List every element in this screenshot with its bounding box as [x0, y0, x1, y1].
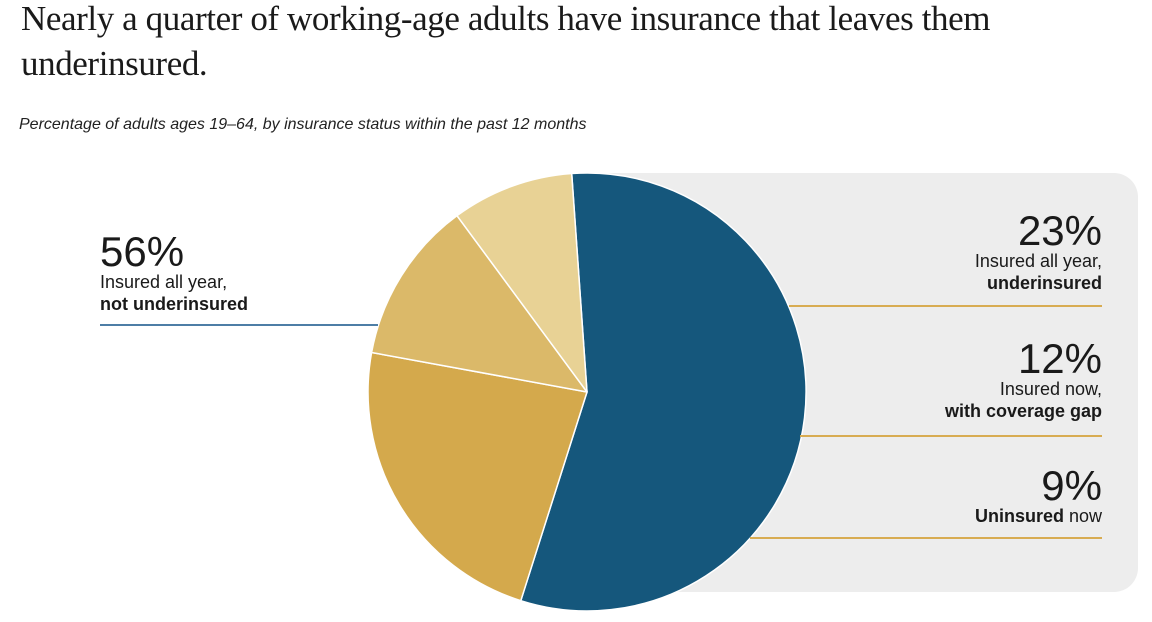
- slice-value-label: 56%: [100, 228, 185, 275]
- leader-line-insured-now-coverage-gap: [800, 435, 1102, 437]
- pie-slice-insured-all-year-underinsured: [367, 351, 588, 602]
- slice-description-bold-text: with coverage gap: [944, 401, 1102, 421]
- callout-insured-now-coverage-gap: 12% Insured now, with coverage gap: [782, 338, 1102, 422]
- slice-description: Insured all year, underinsured: [782, 250, 1102, 294]
- slice-value-label: 9%: [1041, 462, 1102, 509]
- slice-description-line: not underinsured: [100, 293, 380, 315]
- slice-description-line: Uninsured now: [782, 505, 1102, 527]
- pie-slice-insured-all-year-not-underinsured: [520, 172, 807, 612]
- chart-title-line-2: underinsured.: [21, 44, 208, 83]
- callout-insured-all-year-not-underinsured: 56% Insured all year, not underinsured: [100, 231, 380, 315]
- slice-description-line: underinsured: [782, 272, 1102, 294]
- leader-line-insured-all-year-underinsured: [789, 305, 1102, 307]
- slice-description-text: Insured all year,: [100, 272, 228, 292]
- slice-description-text: Insured all year,: [974, 251, 1102, 271]
- leader-line-insured-all-year-not-underinsured: [100, 324, 378, 326]
- slice-description-line: Insured all year,: [782, 250, 1102, 272]
- slice-value-label: 12%: [1017, 335, 1102, 382]
- chart-title: Nearly a quarter of working-age adults h…: [21, 0, 1131, 86]
- leader-line-uninsured-now: [750, 537, 1102, 539]
- slice-description-line: with coverage gap: [782, 400, 1102, 422]
- pie-slice-insured-now-coverage-gap: [370, 214, 588, 393]
- slice-description: Insured all year, not underinsured: [100, 271, 380, 315]
- slice-description-line: Insured now,: [782, 378, 1102, 400]
- callout-insured-all-year-underinsured: 23% Insured all year, underinsured: [782, 210, 1102, 294]
- slice-value-label: 23%: [1017, 207, 1102, 254]
- slice-description-bold-text: Uninsured: [974, 506, 1064, 526]
- slice-description-line: Insured all year,: [100, 271, 380, 293]
- slice-description-text: now: [1063, 506, 1102, 526]
- chart-title-line-1: Nearly a quarter of working-age adults h…: [21, 0, 991, 38]
- chart-subtitle: Percentage of adults ages 19–64, by insu…: [19, 116, 587, 133]
- pie-slice-uninsured-now: [456, 172, 588, 393]
- slice-description-bold-text: not underinsured: [100, 294, 248, 314]
- callout-uninsured-now: 9% Uninsured now: [782, 465, 1102, 527]
- slice-description-bold-text: underinsured: [986, 273, 1102, 293]
- slice-description: Uninsured now: [782, 505, 1102, 527]
- slice-description: Insured now, with coverage gap: [782, 378, 1102, 422]
- slice-description-text: Insured now,: [999, 379, 1102, 399]
